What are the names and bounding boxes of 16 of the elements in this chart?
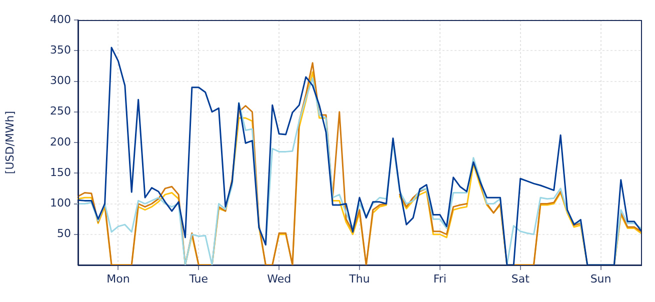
y-tick-label: 350 (50, 43, 71, 56)
x-tick-label: Sun (590, 272, 612, 286)
y-tick-label: 150 (50, 166, 71, 179)
y-axis-title: [USD/MWh] (3, 110, 16, 174)
x-tick-label: Wed (267, 272, 292, 286)
y-tick-label: 200 (50, 135, 71, 148)
x-tick-label: Thu (348, 272, 370, 286)
y-tick-label: 50 (57, 227, 71, 240)
x-tick-label: Tue (188, 272, 208, 286)
y-tick-label: 100 (50, 196, 71, 210)
y-tick-label: 400 (50, 12, 71, 26)
x-tick-label: Sat (511, 272, 530, 286)
y-tick-label: 300 (50, 74, 71, 88)
y-tick-label: 250 (50, 104, 71, 118)
x-tick-label: Fri (433, 272, 446, 286)
x-tick-label: Mon (106, 272, 130, 286)
